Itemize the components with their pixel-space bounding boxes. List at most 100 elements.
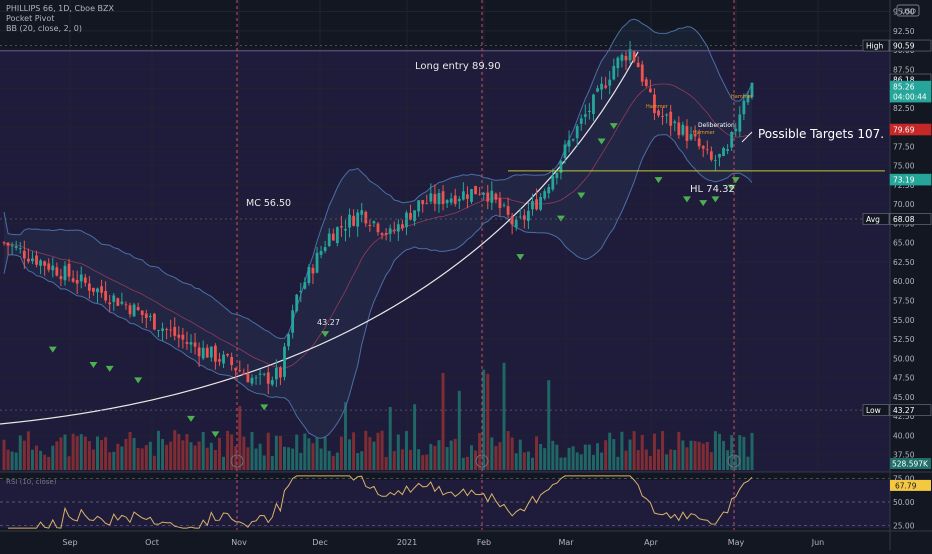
time-axis[interactable]: Sep Oct Nov Dec 2021 Feb Mar Apr May Jun [62, 538, 824, 547]
price-tick-label: 87.50 [893, 65, 915, 74]
price-tick-label: 37.50 [893, 451, 915, 460]
volume-bar [441, 372, 445, 470]
candle-body [685, 126, 689, 141]
volume-bar [144, 445, 148, 470]
candle-body [246, 373, 250, 383]
candle-body [128, 305, 132, 315]
candle-body [67, 263, 71, 277]
candle-body [575, 126, 579, 139]
candle-body [14, 246, 18, 248]
candle-body [478, 193, 482, 195]
volume-bar [457, 390, 461, 470]
volume-bar [181, 440, 185, 470]
volume-bar [677, 431, 681, 470]
currency-badge-box[interactable] [896, 4, 920, 17]
volume-bar [331, 455, 335, 470]
candle-body [661, 116, 664, 117]
candle-body [429, 193, 433, 202]
pocket-pivot-arrow [577, 192, 586, 199]
candle-body [360, 210, 364, 215]
price-marker: 79.69 [889, 123, 932, 136]
currency-badge[interactable]: USD [901, 8, 916, 16]
volume-bar [246, 447, 250, 470]
candle-body [714, 160, 717, 161]
price-marker-box [889, 213, 932, 225]
volume-bar [364, 430, 368, 470]
volume-bar [392, 451, 396, 470]
candle-body [543, 191, 547, 199]
candle-body [453, 195, 457, 204]
volume-bar [530, 457, 534, 470]
volume-bar [518, 439, 522, 470]
volume-bars [2, 362, 754, 470]
volume-bar [173, 430, 177, 470]
volume-bar [429, 443, 433, 470]
candle-body [624, 56, 628, 61]
volume-bar [571, 446, 575, 470]
volume-bar [242, 436, 246, 470]
price-marker-label-box [862, 39, 890, 52]
volume-bar [685, 447, 689, 470]
candle-body [413, 210, 416, 222]
candle-body [669, 111, 673, 126]
volume-bar [226, 430, 230, 470]
annotation-mc: MC 56.50 [246, 198, 291, 209]
candle-body [567, 140, 571, 147]
price-marker-value: 68.08 [893, 215, 915, 224]
volume-bar [376, 432, 380, 470]
candle-body [722, 147, 725, 156]
earnings-icons[interactable] [230, 454, 741, 468]
pocket-pivot-arrow [597, 138, 606, 145]
candle-body [327, 233, 331, 247]
candle-body [726, 149, 730, 151]
candle-body [250, 378, 254, 384]
annotation-hl: HL 74.32 [690, 184, 735, 195]
volume-bar [713, 431, 717, 470]
candle-body [124, 304, 128, 306]
price-marker-label-box [862, 404, 890, 416]
candle-body [596, 88, 599, 92]
legend-symbol: PHILLIPS 66, 1D, Cboe BZX [6, 4, 114, 13]
price-tick-label: 92.50 [893, 27, 915, 36]
candle-body [701, 146, 705, 149]
volume-bar [217, 437, 221, 470]
volume-bar [453, 438, 457, 470]
candle-body [218, 359, 221, 362]
volume-bar [177, 434, 181, 470]
volume-bar [640, 434, 644, 470]
candle-body [2, 242, 6, 244]
candle-body [26, 258, 30, 262]
candle-body [71, 278, 75, 282]
candle-body [677, 122, 681, 136]
volume-bar [746, 456, 750, 470]
price-marker: 85.26 [889, 80, 932, 93]
volume-bar [600, 452, 604, 470]
candle-body [323, 247, 327, 251]
candle-body [238, 370, 242, 372]
volume-bar [83, 436, 87, 470]
price-marker: 90.59 High [862, 39, 932, 52]
annotation-low-price: 43.27 [317, 318, 340, 327]
volume-bar [673, 449, 677, 470]
volume-bar [209, 442, 213, 470]
candle-body [405, 212, 408, 228]
volume-bar [652, 433, 656, 470]
candle-body [380, 233, 384, 235]
volume-bar [67, 456, 71, 470]
bb-basis [3, 83, 753, 369]
time-tick-label: Feb [477, 538, 491, 547]
volume-bar [417, 449, 421, 470]
target-pointer [741, 131, 753, 143]
volume-bar [91, 449, 95, 470]
parabolic-curve [0, 51, 639, 425]
volume-bar [327, 450, 331, 470]
volume-label: 528.597K [892, 460, 929, 469]
candle-body [108, 302, 112, 305]
time-tick-label: Nov [231, 538, 247, 547]
volume-bar [514, 453, 518, 470]
time-tick-label: Dec [312, 538, 327, 547]
candle-body [303, 282, 307, 289]
